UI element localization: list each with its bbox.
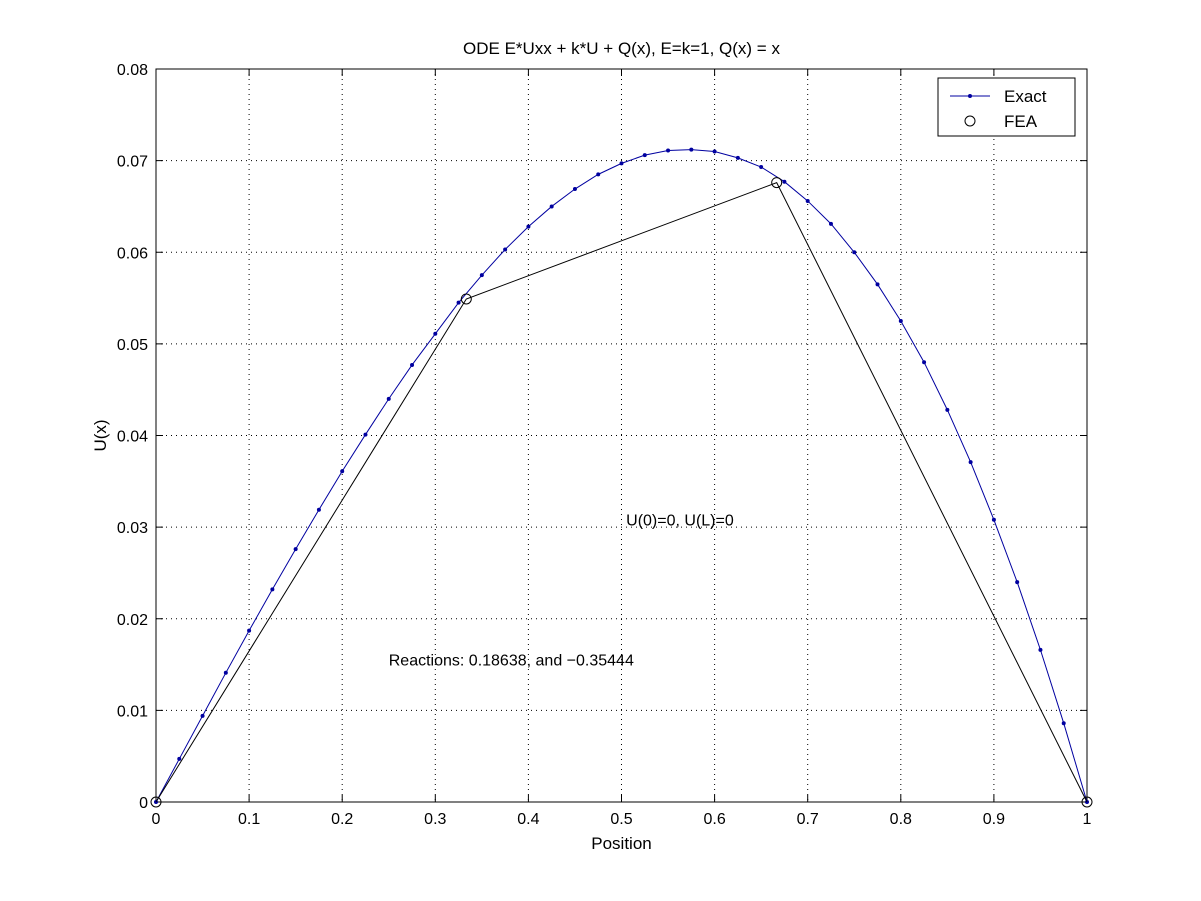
exact-point: [526, 224, 531, 229]
x-tick-label: 0.7: [797, 811, 819, 828]
series-fea: [150, 177, 1093, 808]
exact-point: [200, 713, 205, 718]
annotation-text: U(0)=0, U(L)=0: [626, 512, 734, 529]
annotations: U(0)=0, U(L)=0 Reactions: 0.18638, and −0…: [389, 512, 734, 669]
exact-point: [363, 432, 368, 437]
x-tick-label: 0.8: [890, 811, 912, 828]
axis-ticks: 0 0.1 0.2 0.3 0.4 0.5 0.6 0.7 0.8 0.9 1 0 0.01 0.02 0.…: [117, 62, 1092, 828]
exact-point: [689, 147, 694, 152]
exact-point: [898, 318, 903, 323]
y-tick-label: 0: [139, 795, 148, 812]
exact-point: [340, 469, 345, 474]
exact-point: [503, 247, 508, 252]
y-tick-label: 0.08: [117, 62, 148, 79]
y-tick-label: 0.07: [117, 154, 148, 171]
x-tick-label: 0.5: [610, 811, 632, 828]
y-tick-label: 0.06: [117, 245, 148, 262]
series-exact: [154, 147, 1089, 804]
fea-point: [1081, 796, 1093, 808]
legend-box: [937, 77, 1076, 137]
exact-point: [828, 221, 833, 226]
x-tick-label: 0.1: [238, 811, 260, 828]
y-axis-label: U(x): [91, 419, 110, 451]
x-tick-label: 0.6: [703, 811, 725, 828]
chart-title: ODE E*Uxx + k*U + Q(x), E=k=1, Q(x) = x: [463, 39, 780, 58]
exact-point: [270, 587, 275, 592]
y-tick-label: 0.05: [117, 337, 148, 354]
legend: Exact FEA: [937, 77, 1076, 137]
x-axis-label: Position: [591, 834, 651, 853]
series-layer: [150, 147, 1093, 808]
exact-point: [991, 517, 996, 522]
exact-point: [177, 756, 182, 761]
fea-point: [460, 293, 472, 305]
x-tick-label: 0.3: [424, 811, 446, 828]
annotation-text: Reactions: 0.18638, and −0.35444: [389, 652, 634, 669]
exact-point: [223, 670, 228, 675]
legend-label-exact: Exact: [1004, 87, 1047, 106]
y-tick-label: 0.03: [117, 520, 148, 537]
y-tick-label: 0.01: [117, 703, 148, 720]
exact-point: [852, 250, 857, 255]
exact-point: [247, 628, 252, 633]
x-tick-label: 0.4: [517, 811, 539, 828]
exact-point: [572, 187, 577, 192]
exact-point: [805, 198, 810, 203]
exact-point: [596, 172, 601, 177]
fea-point: [150, 796, 162, 808]
exact-point: [712, 149, 717, 154]
exact-point: [1038, 647, 1043, 652]
exact-point: [968, 460, 973, 465]
legend-marker-fea: [964, 115, 976, 127]
exact-point: [782, 179, 787, 184]
exact-point: [642, 153, 647, 158]
legend-label-fea: FEA: [1004, 112, 1038, 131]
exact-point: [549, 204, 554, 209]
exact-point: [456, 300, 461, 305]
x-tick-label: 0.2: [331, 811, 353, 828]
exact-point: [1015, 580, 1020, 585]
y-tick-label: 0.02: [117, 612, 148, 629]
grid: [156, 69, 1087, 802]
exact-point: [922, 360, 927, 365]
x-tick-label: 0: [152, 811, 161, 828]
exact-point: [1061, 721, 1066, 726]
fea-line: [155, 181, 1088, 803]
legend-marker-exact: [968, 94, 972, 98]
exact-point: [735, 155, 740, 160]
exact-point: [619, 161, 624, 166]
fea-point: [771, 177, 783, 189]
exact-point: [945, 407, 950, 412]
x-tick-label: 1: [1083, 811, 1092, 828]
exact-point: [316, 507, 321, 512]
exact-point: [410, 362, 415, 367]
exact-point: [875, 282, 880, 287]
exact-point: [293, 547, 298, 552]
y-tick-label: 0.04: [117, 429, 148, 446]
x-tick-label: 0.9: [983, 811, 1005, 828]
exact-point: [433, 331, 438, 336]
exact-point: [666, 148, 671, 153]
exact-point: [386, 396, 391, 401]
exact-point: [479, 273, 484, 278]
exact-point: [759, 165, 764, 170]
